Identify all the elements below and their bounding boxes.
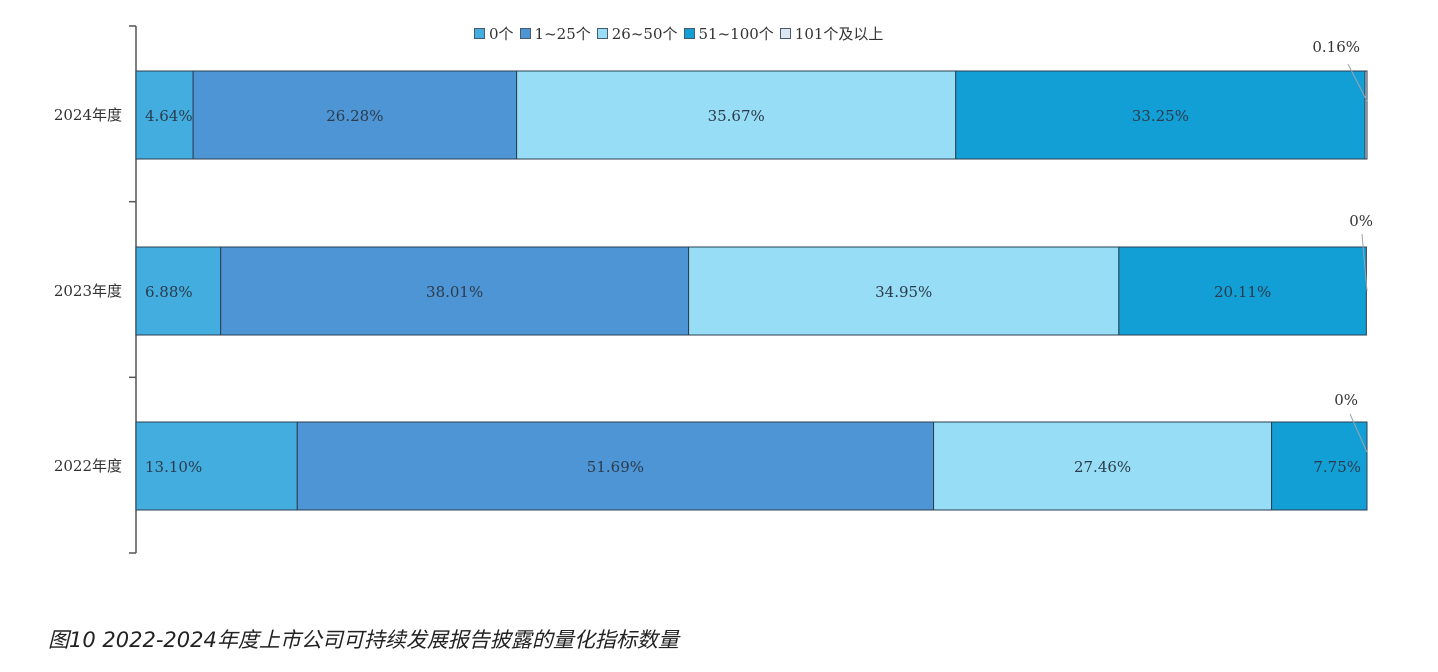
bar-segment: [955, 70, 1366, 160]
chart-legend: 0个 1~25个 26~50个 51~100个 101个及以上: [474, 23, 889, 44]
bar-segment: [192, 70, 518, 160]
legend-item: 26~50个: [596, 23, 678, 44]
legend-swatch: [683, 28, 695, 39]
data-label: 13.10%: [145, 458, 202, 476]
data-label: 35.67%: [708, 107, 765, 125]
bar-segment: [516, 70, 957, 160]
legend-swatch: [779, 28, 791, 39]
legend-item: 0个: [474, 23, 514, 44]
data-label: 4.64%: [145, 107, 193, 125]
bar-segment: [1118, 246, 1367, 336]
legend-swatch: [474, 28, 485, 39]
legend-swatch: [519, 28, 531, 39]
legend-label: 51~100个: [698, 25, 774, 43]
leader-line: [1349, 413, 1368, 453]
bar-segment: [220, 246, 690, 336]
data-label: 7.75%: [1313, 458, 1361, 476]
bar-segment: [1271, 421, 1368, 511]
bar-segment: [933, 421, 1273, 511]
data-label: 38.01%: [426, 283, 483, 301]
figure-caption: 图10 2022-2024年度上市公司可持续发展报告披露的量化指标数量: [48, 628, 679, 652]
bar-segment: [296, 421, 935, 511]
data-label: 33.25%: [1132, 107, 1189, 125]
bar-segment: [688, 246, 1120, 336]
bar-segment: [135, 421, 298, 511]
legend-label: 1~25个: [534, 25, 591, 43]
bar-segment: [1364, 70, 1368, 160]
data-label: 51.69%: [587, 458, 644, 476]
legend-item: 101个及以上: [779, 23, 884, 44]
data-label: 0%: [1334, 391, 1358, 409]
data-label: 26.28%: [326, 107, 383, 125]
legend-label: 26~50个: [611, 25, 678, 43]
data-label: 0%: [1349, 212, 1373, 230]
legend-swatch: [596, 28, 608, 39]
y-tick-label: 2024年度: [54, 106, 122, 124]
bar-segment: [135, 246, 222, 336]
leader-line: [1347, 63, 1368, 102]
y-tick-label: 2023年度: [54, 282, 122, 300]
leader-line: [1361, 233, 1368, 292]
y-tick-label: 2022年度: [54, 457, 122, 475]
bar-segment: [135, 70, 194, 160]
data-label: 20.11%: [1214, 283, 1271, 301]
legend-label: 0个: [489, 25, 514, 43]
data-label: 6.88%: [145, 283, 193, 301]
stacked-bar-chart: 2024年度 4.64% 26.28% 35.67% 33.25% 0.16% 2023年度…: [54, 25, 1373, 554]
data-label: 0.16%: [1312, 38, 1360, 56]
legend-label: 101个及以上: [794, 25, 884, 43]
legend-item: 51~100个: [683, 23, 774, 44]
data-label: 27.46%: [1074, 458, 1131, 476]
legend-item: 1~25个: [519, 23, 591, 44]
data-label: 34.95%: [875, 283, 932, 301]
